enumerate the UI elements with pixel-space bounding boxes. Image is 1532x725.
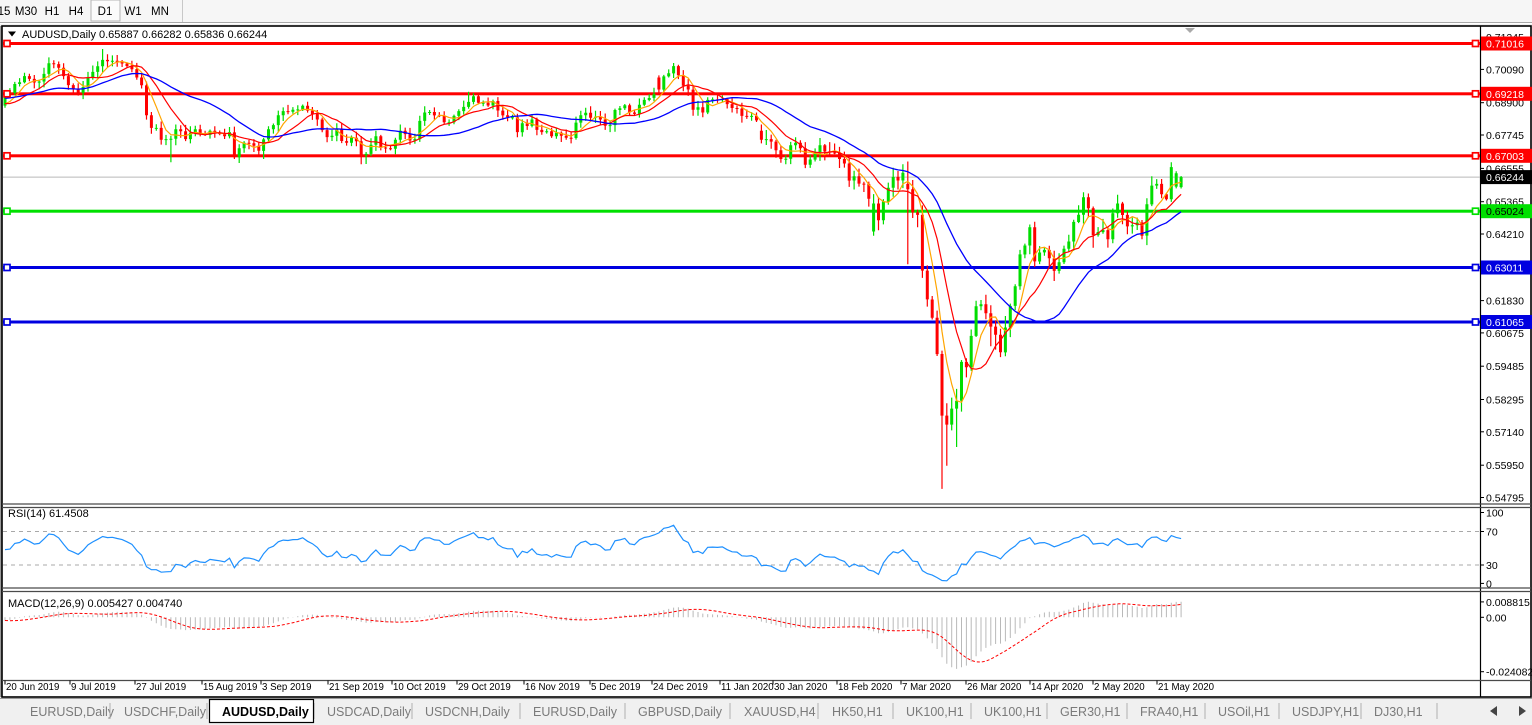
svg-text:0.70090: 0.70090 [1486, 64, 1524, 76]
svg-text:18 Feb 2020: 18 Feb 2020 [838, 682, 893, 693]
svg-text:7 Mar 2020: 7 Mar 2020 [902, 682, 952, 693]
svg-text:27 Jul 2019: 27 Jul 2019 [136, 682, 186, 693]
svg-text:16 Nov 2019: 16 Nov 2019 [525, 682, 580, 693]
svg-text:DJ30,H1: DJ30,H1 [1374, 705, 1423, 719]
svg-text:RSI(14) 61.4508: RSI(14) 61.4508 [8, 508, 89, 520]
svg-text:9 Jul 2019: 9 Jul 2019 [71, 682, 116, 693]
svg-text:0.67003: 0.67003 [1486, 151, 1524, 163]
svg-text:100: 100 [1486, 508, 1504, 520]
svg-text:2 May 2020: 2 May 2020 [1094, 682, 1145, 693]
svg-text:M30: M30 [15, 6, 37, 18]
svg-text:21 Sep 2019: 21 Sep 2019 [329, 682, 384, 693]
svg-text:0.69218: 0.69218 [1486, 89, 1524, 101]
svg-text:GBPUSD,Daily: GBPUSD,Daily [638, 705, 723, 719]
svg-text:10 Oct 2019: 10 Oct 2019 [393, 682, 446, 693]
svg-text:UK100,H1: UK100,H1 [906, 705, 964, 719]
svg-text:0.008815: 0.008815 [1486, 597, 1530, 609]
svg-text:0: 0 [1486, 578, 1492, 590]
svg-text:USDJPY,H1: USDJPY,H1 [1292, 705, 1359, 719]
svg-text:0.59485: 0.59485 [1486, 361, 1524, 373]
svg-text:GER30,H1: GER30,H1 [1060, 705, 1120, 719]
svg-text:15 Aug 2019: 15 Aug 2019 [203, 682, 257, 693]
svg-text:21 May 2020: 21 May 2020 [1158, 682, 1215, 693]
svg-text:H1: H1 [45, 6, 60, 18]
svg-text:AUDUSD,Daily 0.65887 0.66282: AUDUSD,Daily 0.65887 0.66282 0.65836 0.6… [22, 29, 267, 41]
svg-text:USDCNH,Daily: USDCNH,Daily [425, 705, 510, 719]
svg-text:24 Dec 2019: 24 Dec 2019 [653, 682, 708, 693]
svg-text:30: 30 [1486, 560, 1498, 572]
svg-text:3 Sep 2019: 3 Sep 2019 [262, 682, 312, 693]
svg-text:0.61065: 0.61065 [1486, 317, 1524, 329]
svg-text:XAUUSD,H4: XAUUSD,H4 [744, 705, 816, 719]
svg-text:0.60675: 0.60675 [1486, 328, 1524, 340]
svg-text:70: 70 [1486, 527, 1498, 539]
svg-text:D1: D1 [98, 6, 113, 18]
svg-text:0.67745: 0.67745 [1486, 130, 1524, 142]
svg-text:HK50,H1: HK50,H1 [832, 705, 883, 719]
svg-text:0.64210: 0.64210 [1486, 229, 1524, 241]
svg-text:26 Mar 2020: 26 Mar 2020 [967, 682, 1022, 693]
svg-text:0.61830: 0.61830 [1486, 296, 1524, 308]
svg-text:H4: H4 [69, 6, 84, 18]
svg-text:EURUSD,Daily: EURUSD,Daily [30, 705, 115, 719]
svg-text:11 Jan 2020: 11 Jan 2020 [721, 682, 774, 693]
svg-text:USOil,H1: USOil,H1 [1218, 705, 1270, 719]
svg-text:MN: MN [151, 6, 169, 18]
svg-text:0.63011: 0.63011 [1486, 263, 1523, 275]
svg-text:0.54795: 0.54795 [1486, 493, 1524, 505]
svg-text:EURUSD,Daily: EURUSD,Daily [533, 705, 618, 719]
svg-text:W1: W1 [124, 6, 141, 18]
svg-text:0.55950: 0.55950 [1486, 460, 1524, 472]
svg-text:30 Jan 2020: 30 Jan 2020 [774, 682, 828, 693]
svg-text:0.58295: 0.58295 [1486, 395, 1524, 407]
svg-text:-0.024082: -0.024082 [1486, 667, 1532, 679]
svg-text:FRA40,H1: FRA40,H1 [1140, 705, 1198, 719]
svg-text:29 Oct 2019: 29 Oct 2019 [458, 682, 511, 693]
svg-text:UK100,H1: UK100,H1 [984, 705, 1042, 719]
svg-text:5 Dec 2019: 5 Dec 2019 [591, 682, 641, 693]
svg-text:AUDUSD,Daily: AUDUSD,Daily [222, 705, 309, 719]
svg-text:MACD(12,26,9) 0.005427 0.00474: MACD(12,26,9) 0.005427 0.004740 [8, 598, 182, 610]
svg-text:USDCAD,Daily: USDCAD,Daily [327, 705, 412, 719]
svg-text:USDCHF,Daily: USDCHF,Daily [124, 705, 207, 719]
svg-text:0.65024: 0.65024 [1486, 206, 1524, 218]
svg-text:0.57140: 0.57140 [1486, 427, 1524, 439]
svg-text:0.66244: 0.66244 [1486, 172, 1524, 184]
svg-text:15: 15 [0, 6, 10, 18]
svg-text:0.00: 0.00 [1486, 612, 1507, 624]
svg-text:14 Apr 2020: 14 Apr 2020 [1031, 682, 1084, 693]
svg-text:0.71016: 0.71016 [1486, 39, 1524, 51]
svg-text:20 Jun 2019: 20 Jun 2019 [6, 682, 59, 693]
